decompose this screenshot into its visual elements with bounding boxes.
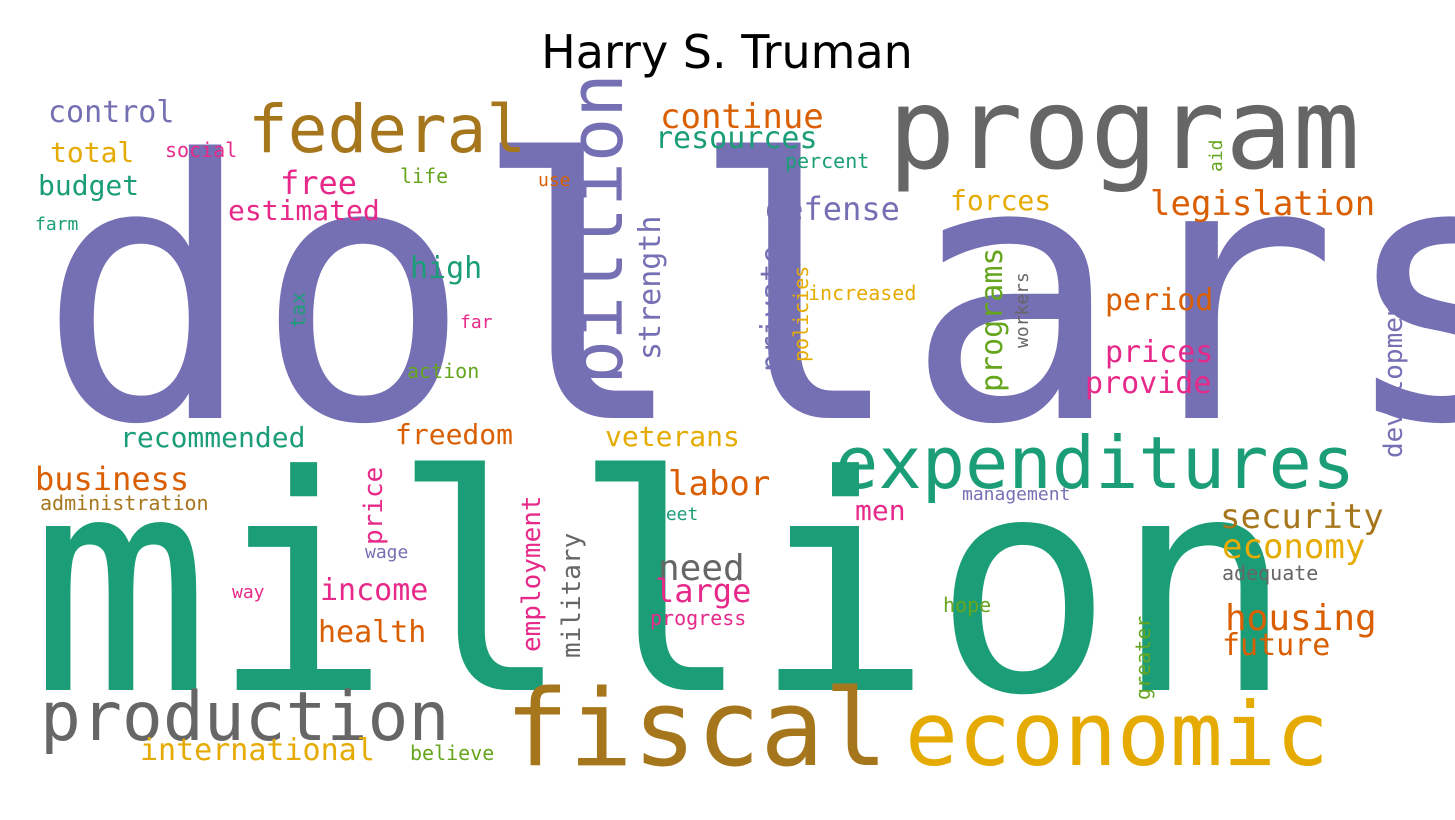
word-percent: percent xyxy=(785,149,869,173)
word-forces: forces xyxy=(950,184,1051,217)
word-labor: labor xyxy=(668,464,770,504)
word-life: life xyxy=(400,164,448,188)
word-period: period xyxy=(1105,283,1213,318)
word-hope: hope xyxy=(943,593,991,617)
word-increased: increased xyxy=(808,281,916,305)
word-health: health xyxy=(318,615,426,650)
word-housing: housing xyxy=(1225,598,1377,639)
word-aid: aid xyxy=(1206,139,1227,172)
chart-title: Harry S. Truman xyxy=(541,25,913,79)
word-defense: defense xyxy=(765,190,900,228)
word-billion: billion xyxy=(554,73,640,385)
word-price: price xyxy=(359,467,389,545)
word-military: military xyxy=(557,533,587,658)
word-budget: budget xyxy=(38,169,139,202)
word-business: business xyxy=(35,460,189,498)
word-believe: believe xyxy=(410,741,494,765)
word-economy: economy xyxy=(1222,527,1365,567)
word-total: total xyxy=(50,136,134,169)
word-farm: farm xyxy=(35,214,78,235)
word-control: control xyxy=(48,95,174,130)
word-policies: policies xyxy=(789,266,813,362)
word-workers: workers xyxy=(1012,272,1033,348)
word-dollars: dollars xyxy=(38,84,1455,503)
word-recommended: recommended xyxy=(120,421,305,454)
word-provide: provide xyxy=(1085,366,1211,401)
word-high: high xyxy=(410,251,482,286)
word-way: way xyxy=(232,582,265,603)
word-veterans: veterans xyxy=(605,420,740,453)
word-employment: employment xyxy=(517,495,547,652)
word-tax: tax xyxy=(286,292,310,328)
word-international: international xyxy=(140,733,375,768)
word-continue: continue xyxy=(660,97,824,137)
word-future: future xyxy=(1222,628,1330,663)
word-income: income xyxy=(320,573,428,608)
word-meet: meet xyxy=(655,504,698,525)
word-progress: progress xyxy=(650,606,746,630)
word-administration: administration xyxy=(40,491,209,515)
word-adequate: adequate xyxy=(1222,561,1318,585)
word-free: free xyxy=(280,164,357,202)
word-men: men xyxy=(855,494,906,527)
word-management: management xyxy=(962,484,1070,505)
word-production: production xyxy=(40,678,449,757)
word-large: large xyxy=(655,572,751,610)
word-economic: economic xyxy=(905,683,1329,786)
word-expenditures: expenditures xyxy=(835,421,1355,505)
word-social: social xyxy=(165,138,237,162)
word-estimated: estimated xyxy=(228,194,380,227)
word-million: million xyxy=(30,412,1294,761)
word-security: security xyxy=(1220,497,1384,537)
word-legislation: legislation xyxy=(1150,184,1375,224)
word-wage: wage xyxy=(365,542,408,563)
word-greater: greater xyxy=(1131,616,1155,700)
word-strength: strength xyxy=(633,216,668,361)
word-freedom: freedom xyxy=(395,418,513,451)
word-federal: federal xyxy=(248,91,526,168)
word-use: use xyxy=(538,170,571,191)
word-resources: resources xyxy=(655,121,818,156)
word-program: program xyxy=(888,65,1360,195)
word-private: private xyxy=(755,246,790,372)
word-programs: programs xyxy=(975,248,1010,393)
word-far: far xyxy=(460,312,493,333)
word-prices: prices xyxy=(1105,335,1213,370)
word-development: development xyxy=(1379,286,1409,458)
word-fiscal: fiscal xyxy=(505,667,888,790)
word-action: action xyxy=(407,359,479,383)
word-need: need xyxy=(658,548,745,589)
